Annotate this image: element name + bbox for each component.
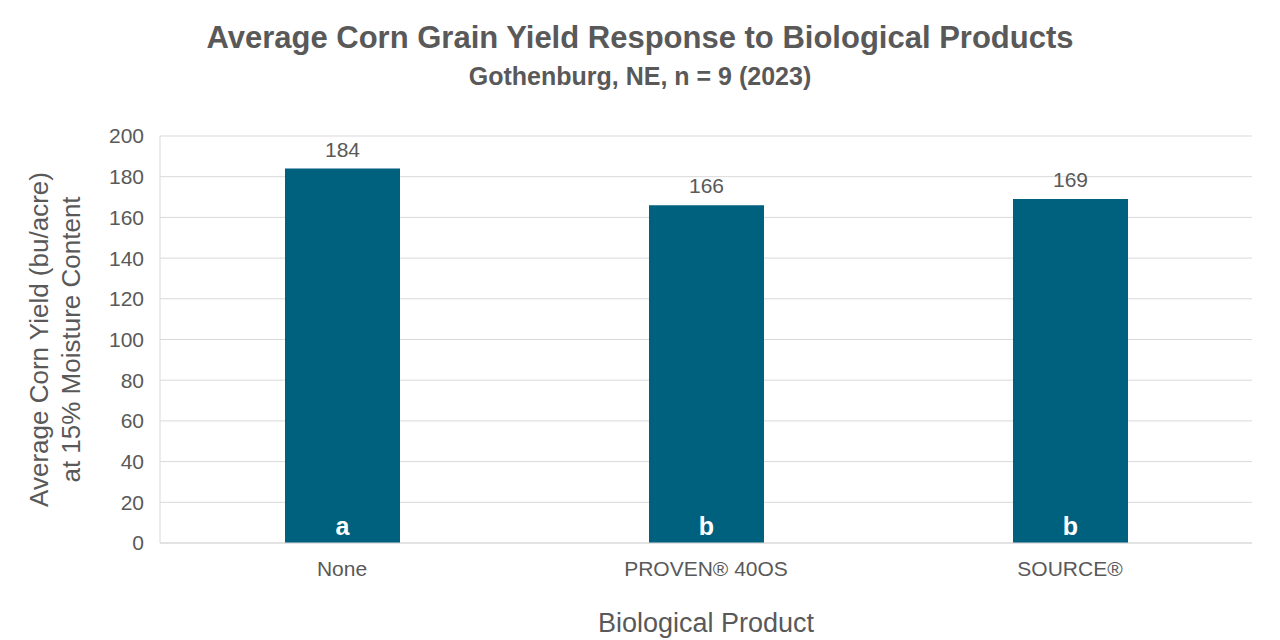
svg-text:169: 169 (1053, 168, 1088, 191)
svg-text:PROVEN® 40OS: PROVEN® 40OS (624, 557, 788, 580)
svg-text:Average Corn Yield (bu/acre): Average Corn Yield (bu/acre) (24, 172, 54, 507)
svg-text:200: 200 (109, 124, 144, 147)
html-text:Gothenburg, NE, n = 9 (2023): Gothenburg, NE, n = 9 (2023) (468, 62, 812, 90)
svg-text:0: 0 (132, 531, 144, 554)
svg-text:Biological Product: Biological Product (598, 608, 815, 638)
svg-text:SOURCE®: SOURCE® (1017, 557, 1123, 580)
svg-text:166: 166 (689, 174, 724, 197)
svg-text:None: None (317, 557, 367, 580)
svg-text:120: 120 (109, 287, 144, 310)
svg-text:a: a (336, 512, 351, 540)
html-text:Average Corn Grain Yield Respo: Average Corn Grain Yield Response to Bio… (206, 20, 1074, 55)
svg-text:b: b (699, 512, 714, 540)
svg-text:40: 40 (121, 450, 144, 473)
svg-text:100: 100 (109, 328, 144, 351)
svg-text:180: 180 (109, 165, 144, 188)
svg-text:60: 60 (121, 409, 144, 432)
svg-text:at 15% Moisture Content: at 15% Moisture Content (56, 196, 86, 483)
svg-text:184: 184 (325, 138, 360, 161)
svg-text:80: 80 (121, 369, 144, 392)
svg-text:160: 160 (109, 206, 144, 229)
svg-text:20: 20 (121, 491, 144, 514)
svg-text:140: 140 (109, 247, 144, 270)
svg-text:b: b (1063, 512, 1078, 540)
